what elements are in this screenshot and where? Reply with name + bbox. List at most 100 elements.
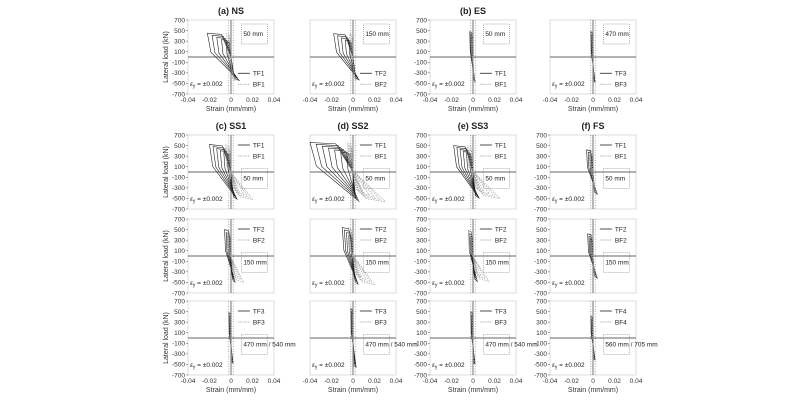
y-tick-label: -100 bbox=[172, 259, 185, 266]
series-loop-BF2 bbox=[349, 33, 357, 81]
legend-label: TF4 bbox=[615, 308, 627, 315]
legend-label: TF2 bbox=[615, 226, 627, 233]
yield-strain-annotation: εy = ±0.002 bbox=[190, 81, 223, 90]
yield-subscript: y bbox=[435, 199, 438, 205]
inset-dimension-label: 470 mm / 540 mm bbox=[485, 341, 537, 348]
y-tick-label: -100 bbox=[414, 175, 427, 182]
chart-panel-NS-2: -0.04 -0.02 0 0.02 0.04 Strain (mm/mm) TF2 BF2 ε… bbox=[303, 19, 403, 113]
y-tick-label: 700 bbox=[416, 216, 427, 223]
yield-value: = ±0.002 bbox=[317, 362, 345, 369]
y-tick-label: 300 bbox=[174, 153, 185, 160]
yield-symbol: ε bbox=[552, 196, 555, 203]
y-tick-label: -500 bbox=[414, 362, 427, 369]
inset-box bbox=[363, 168, 390, 189]
x-tick-label: 0.04 bbox=[268, 378, 281, 385]
legend-label: BF3 bbox=[615, 82, 627, 89]
y-tick-label: -700 bbox=[172, 206, 185, 213]
legend-label: TF2 bbox=[253, 226, 265, 233]
y-tick-label: 300 bbox=[416, 319, 427, 326]
legend-label: BF3 bbox=[375, 319, 387, 326]
yield-symbol: ε bbox=[432, 362, 435, 369]
x-tick-label: 0.02 bbox=[608, 378, 621, 385]
legend-label: BF1 bbox=[253, 153, 265, 160]
y-tick-label: -500 bbox=[534, 196, 547, 203]
legend-label: BF1 bbox=[495, 153, 507, 160]
x-tick-label: 0.02 bbox=[608, 97, 621, 104]
x-tick-label: 0.04 bbox=[390, 378, 403, 385]
legend-label: TF2 bbox=[495, 226, 507, 233]
yield-strain-annotation: εy = ±0.002 bbox=[312, 280, 345, 289]
yield-subscript: y bbox=[555, 84, 558, 90]
x-tick-label: -0.02 bbox=[202, 97, 217, 104]
x-axis-label: Strain (mm/mm) bbox=[568, 387, 618, 394]
x-axis-label: Strain (mm/mm) bbox=[206, 387, 256, 394]
x-tick-label: -0.04 bbox=[303, 97, 318, 104]
series-loop-BF3 bbox=[229, 312, 233, 364]
series-loop-BF1 bbox=[467, 145, 501, 199]
y-tick-label: 300 bbox=[536, 153, 547, 160]
yield-subscript: y bbox=[435, 283, 438, 289]
y-tick-label: -500 bbox=[172, 362, 185, 369]
yield-value: = ±0.002 bbox=[317, 81, 345, 88]
x-tick-label: -0.04 bbox=[543, 97, 558, 104]
inset-dimension-label: 150 mm bbox=[243, 259, 266, 266]
y-tick-label: -700 bbox=[172, 91, 185, 98]
yield-symbol: ε bbox=[432, 280, 435, 287]
yield-symbol: ε bbox=[312, 362, 315, 369]
inset-box bbox=[241, 252, 268, 273]
x-tick-label: -0.04 bbox=[303, 378, 318, 385]
y-tick-label: -500 bbox=[414, 196, 427, 203]
chart-title: (a) NS bbox=[218, 6, 244, 16]
yield-value: = ±0.002 bbox=[195, 362, 223, 369]
chart-panel-ES-2: -0.04 -0.02 0 0.02 0.04 Strain (mm/mm) TF3 BF3 ε… bbox=[543, 19, 643, 113]
y-tick-label: 100 bbox=[536, 164, 547, 171]
x-tick-label: 0.02 bbox=[368, 378, 381, 385]
series-loop-BF2 bbox=[228, 234, 238, 278]
yield-subscript: y bbox=[193, 84, 196, 90]
x-tick-label: 0 bbox=[591, 378, 595, 385]
y-tick-label: 700 bbox=[416, 132, 427, 139]
x-axis-label: Strain (mm/mm) bbox=[206, 106, 256, 113]
series-loop-BF2 bbox=[471, 238, 478, 274]
y-tick-label: -700 bbox=[414, 372, 427, 379]
series-loop-BF2 bbox=[226, 229, 245, 283]
y-tick-label: -100 bbox=[172, 175, 185, 182]
y-tick-label: 700 bbox=[536, 132, 547, 139]
yield-subscript: y bbox=[435, 365, 438, 371]
chart-panel-SS2-3: -0.04 -0.02 0 0.02 0.04 Strain (mm/mm) TF3 BF3 ε… bbox=[303, 300, 418, 394]
y-tick-label: 700 bbox=[416, 17, 427, 24]
y-tick-label: -100 bbox=[534, 175, 547, 182]
y-tick-label: -700 bbox=[534, 206, 547, 213]
series-loop-BF1 bbox=[226, 32, 236, 82]
series-loop-BF1 bbox=[589, 149, 597, 195]
yield-value: = ±0.002 bbox=[557, 196, 585, 203]
y-tick-label: 500 bbox=[174, 309, 185, 316]
yield-symbol: ε bbox=[312, 81, 315, 88]
yield-value: = ±0.002 bbox=[437, 196, 465, 203]
yield-strain-annotation: εy = ±0.002 bbox=[190, 280, 223, 289]
y-tick-label: 300 bbox=[536, 319, 547, 326]
y-tick-label: 500 bbox=[416, 28, 427, 35]
inset-box bbox=[363, 252, 390, 273]
yield-strain-annotation: εy = ±0.002 bbox=[552, 280, 585, 289]
y-tick-label: 300 bbox=[536, 237, 547, 244]
y-tick-label: 300 bbox=[174, 38, 185, 45]
y-tick-label: -500 bbox=[414, 280, 427, 287]
y-tick-label: -100 bbox=[172, 60, 185, 67]
yield-strain-annotation: εy = ±0.002 bbox=[552, 81, 585, 90]
y-tick-label: -300 bbox=[534, 269, 547, 276]
y-axis-label: Lateral load (kN) bbox=[163, 312, 170, 364]
x-tick-label: -0.02 bbox=[324, 378, 339, 385]
legend-label: BF1 bbox=[615, 153, 627, 160]
legend-label: TF1 bbox=[615, 142, 627, 149]
inset-box bbox=[363, 334, 390, 355]
yield-strain-annotation: εy = ±0.002 bbox=[432, 280, 465, 289]
yield-subscript: y bbox=[435, 84, 438, 90]
x-tick-label: 0 bbox=[471, 378, 475, 385]
legend-label: BF2 bbox=[253, 237, 265, 244]
legend-label: TF3 bbox=[375, 308, 387, 315]
y-tick-label: -300 bbox=[172, 70, 185, 77]
x-tick-label: -0.02 bbox=[564, 97, 579, 104]
yield-symbol: ε bbox=[190, 280, 193, 287]
x-tick-label: -0.04 bbox=[543, 378, 558, 385]
